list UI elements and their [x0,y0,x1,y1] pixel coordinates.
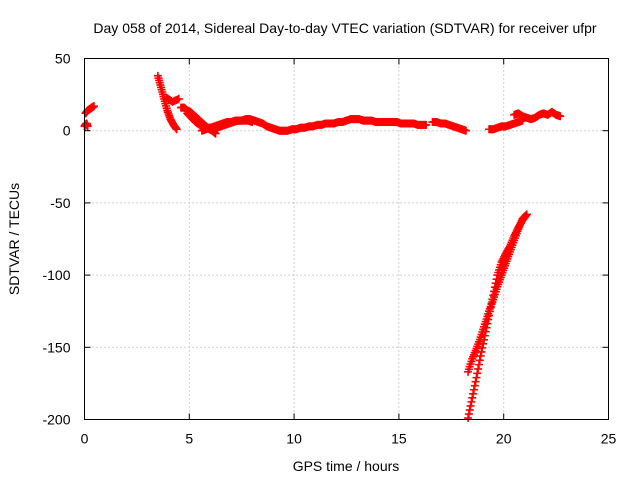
data-point [172,125,181,134]
data-point [174,94,183,103]
data-point [474,364,483,373]
data-point [556,112,565,121]
data-segment [428,118,470,135]
data-point [474,360,483,369]
data-point [477,347,486,356]
y-tick-label: 50 [55,51,71,67]
data-point [465,405,474,414]
data-point [248,118,257,127]
data-point [470,381,479,390]
x-tick-label: 10 [286,431,302,447]
data-segment [464,210,531,376]
y-axis-label: SDTVAR / TECUs [6,183,22,295]
data-point [466,401,475,410]
data-point [469,385,478,394]
data-segment [81,102,98,118]
y-tick-label: -50 [50,195,70,211]
plot-frame [84,58,609,420]
axis-ticks: 0 5 10 15 20 25 -200 -150 -100 -50 0 50 [42,51,616,447]
data-segment [153,71,181,134]
data-point [464,414,473,423]
data-point [461,126,470,135]
y-tick-label: -200 [42,412,70,428]
x-tick-label: 0 [81,431,89,447]
x-axis-label: GPS time / hours [293,458,400,474]
data-point [471,377,480,386]
data-point [422,120,431,129]
data-point [464,410,473,419]
x-tick-label: 25 [601,431,617,447]
data-point [472,373,481,382]
x-tick-label: 20 [496,431,512,447]
data-segment [197,116,257,135]
y-tick-label: 0 [63,123,71,139]
data-point [473,369,482,378]
data-point [522,210,531,219]
data-segment [162,93,183,106]
x-tick-label: 15 [391,431,407,447]
y-tick-label: -100 [42,267,70,283]
data-point [469,389,478,398]
data-point [478,343,487,352]
data-point [468,393,477,402]
data-point [89,102,98,111]
data-point [475,356,484,365]
data-point [521,212,530,221]
data-segment [510,107,565,124]
y-tick-label: -150 [42,339,70,355]
data-point [521,211,530,220]
data-marks [80,71,565,423]
data-point [476,351,485,360]
data-point [467,397,476,406]
x-tick-label: 5 [185,431,193,447]
chart-title: Day 058 of 2014, Sidereal Day-to-day VTE… [93,20,597,36]
